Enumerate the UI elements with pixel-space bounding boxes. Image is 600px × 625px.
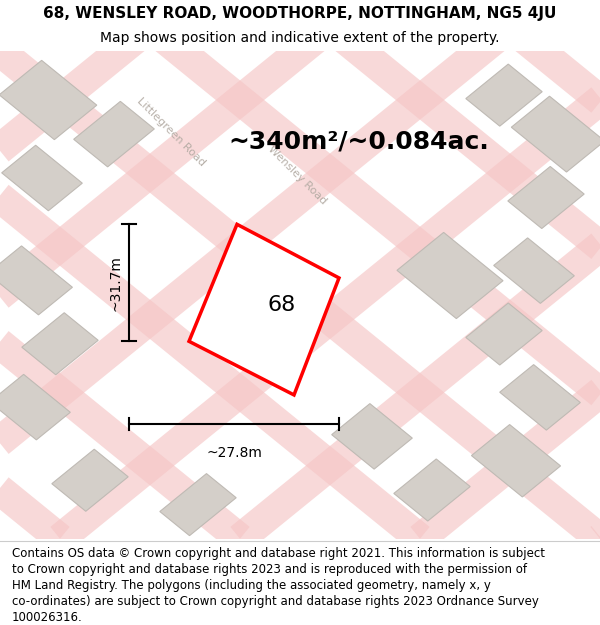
Polygon shape: [189, 224, 339, 395]
Polygon shape: [52, 449, 128, 511]
Polygon shape: [466, 64, 542, 126]
Text: ~31.7m: ~31.7m: [109, 255, 123, 311]
Text: 68, WENSLEY ROAD, WOODTHORPE, NOTTINGHAM, NG5 4JU: 68, WENSLEY ROAD, WOODTHORPE, NOTTINGHAM…: [43, 6, 557, 21]
Polygon shape: [500, 364, 580, 430]
Text: 100026316.: 100026316.: [12, 611, 83, 624]
Polygon shape: [466, 303, 542, 365]
Polygon shape: [394, 459, 470, 521]
Polygon shape: [511, 96, 600, 172]
Polygon shape: [2, 145, 82, 211]
Polygon shape: [397, 232, 503, 319]
Text: Map shows position and indicative extent of the property.: Map shows position and indicative extent…: [100, 31, 500, 46]
Text: 68: 68: [268, 295, 296, 315]
Polygon shape: [332, 404, 412, 469]
Text: ~27.8m: ~27.8m: [206, 446, 262, 460]
Polygon shape: [494, 238, 574, 303]
Text: to Crown copyright and database rights 2023 and is reproduced with the permissio: to Crown copyright and database rights 2…: [12, 563, 527, 576]
Text: HM Land Registry. The polygons (including the associated geometry, namely x, y: HM Land Registry. The polygons (includin…: [12, 579, 491, 592]
Text: Littlegreen Road: Littlegreen Road: [135, 96, 207, 168]
Polygon shape: [508, 166, 584, 229]
Polygon shape: [160, 474, 236, 536]
Polygon shape: [74, 101, 154, 167]
Polygon shape: [0, 374, 70, 440]
Text: Wensley Road: Wensley Road: [266, 144, 328, 207]
Text: Contains OS data © Crown copyright and database right 2021. This information is : Contains OS data © Crown copyright and d…: [12, 548, 545, 561]
Text: co-ordinates) are subject to Crown copyright and database rights 2023 Ordnance S: co-ordinates) are subject to Crown copyr…: [12, 595, 539, 608]
Polygon shape: [22, 312, 98, 375]
Polygon shape: [472, 424, 560, 497]
Polygon shape: [0, 61, 97, 139]
Text: ~340m²/~0.084ac.: ~340m²/~0.084ac.: [228, 129, 489, 153]
Polygon shape: [0, 246, 73, 315]
